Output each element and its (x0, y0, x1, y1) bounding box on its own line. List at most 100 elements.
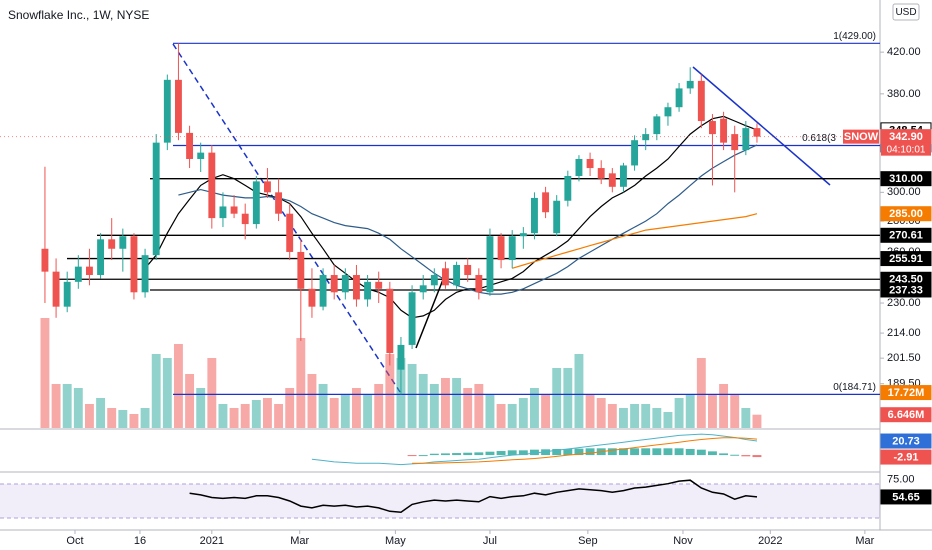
volume-bar (630, 404, 640, 428)
x-tick-label: Mar (290, 535, 309, 547)
candle-body (753, 128, 761, 137)
candle-body (419, 285, 427, 293)
x-tick-label: 16 (134, 535, 146, 547)
macd-histogram (496, 451, 506, 456)
volume-bar (429, 384, 439, 428)
volume-bar (229, 408, 239, 428)
volume-bar (51, 384, 61, 428)
candle-body (174, 79, 182, 133)
macd-histogram (607, 448, 617, 456)
rsi-line (189, 479, 758, 513)
volume-bar (251, 400, 261, 428)
volume-bar (563, 368, 573, 428)
macd-histogram (719, 453, 729, 456)
volume-bar (641, 404, 651, 428)
candle-body (108, 239, 116, 249)
candle-body (186, 132, 194, 159)
x-tick-label: Jul (483, 535, 497, 547)
candle-body (564, 175, 572, 201)
candle-body (41, 248, 49, 272)
candle-body (497, 236, 505, 261)
candle-body (275, 192, 283, 214)
volume-bar (129, 414, 139, 428)
price-tag: 285.00 (889, 208, 923, 220)
volume-bar (296, 338, 306, 428)
volume-bar (518, 398, 528, 428)
candle-body (330, 275, 338, 293)
macd-histogram (507, 450, 517, 456)
macd-histogram (696, 449, 706, 456)
candle-body (631, 140, 639, 166)
candle-body (486, 236, 494, 293)
macd-histogram (474, 452, 484, 456)
candle-body (163, 79, 171, 143)
volume-bar (441, 378, 450, 428)
volume-bar (196, 388, 206, 428)
candle-body (85, 266, 93, 276)
candle-body (353, 275, 360, 300)
macd-histogram (585, 448, 595, 456)
macd-histogram (619, 448, 628, 456)
level-tag-bg (880, 227, 932, 243)
x-tick-label: May (385, 535, 406, 547)
volume-bar (62, 384, 72, 428)
candle-body (286, 213, 294, 252)
rsi-tag: 54.65 (892, 491, 920, 503)
y-tick-label: 214.00 (887, 327, 921, 339)
volume-bar (40, 318, 50, 428)
trend-line (415, 271, 447, 349)
volume-bar (107, 408, 117, 428)
level-tag-bg (880, 251, 932, 267)
macd-histogram (685, 448, 695, 456)
volume-bar (496, 404, 506, 428)
candle-body (597, 168, 605, 179)
candle-body (341, 275, 349, 293)
volume-bar (530, 388, 539, 428)
candle-body (742, 128, 750, 151)
volume-bar (96, 398, 106, 428)
candle-body (542, 192, 550, 213)
volume-bar (552, 368, 562, 428)
macd-histogram (463, 452, 473, 456)
macd-histogram (730, 454, 740, 456)
candle-body (620, 165, 627, 187)
y-tick-label: 230.00 (887, 297, 921, 309)
currency-box[interactable] (892, 3, 920, 21)
macd-histogram (485, 451, 495, 456)
volume-bar (340, 394, 350, 428)
candle-body (642, 134, 650, 141)
fib-label: 0.618(3 (802, 133, 836, 144)
volume-bar (185, 374, 195, 428)
macd-tag-bg (880, 449, 932, 465)
candle-body (475, 275, 483, 293)
candle-body (519, 233, 527, 237)
volume-bar (752, 414, 762, 428)
symbol-tag: SNOW (844, 131, 879, 143)
candle-body (319, 275, 327, 307)
candle-body (252, 181, 260, 225)
candle-body (408, 292, 416, 345)
candle-body (52, 271, 60, 307)
level-tag-bg (880, 171, 932, 187)
volume-bar (674, 398, 684, 428)
volume-bar (151, 354, 161, 428)
volume-bar (541, 394, 551, 428)
x-tick-label: Mar (855, 535, 874, 547)
candle-body (709, 121, 716, 135)
volume-bar (207, 358, 217, 428)
volume-bar (285, 388, 295, 428)
countdown: 04:10:01 (887, 144, 926, 155)
volume-bar (696, 358, 706, 428)
macd-histogram (574, 448, 584, 456)
volume-tag: 17.72M (888, 387, 925, 399)
volume-bar (596, 398, 606, 428)
macd-histogram (530, 449, 539, 456)
candle-body (97, 239, 105, 276)
volume-bar (352, 388, 361, 428)
candle-body (442, 268, 449, 286)
volume-bar (118, 410, 128, 428)
macd-histogram (518, 450, 528, 456)
volume-bar (507, 404, 517, 428)
candle-body (297, 251, 305, 289)
